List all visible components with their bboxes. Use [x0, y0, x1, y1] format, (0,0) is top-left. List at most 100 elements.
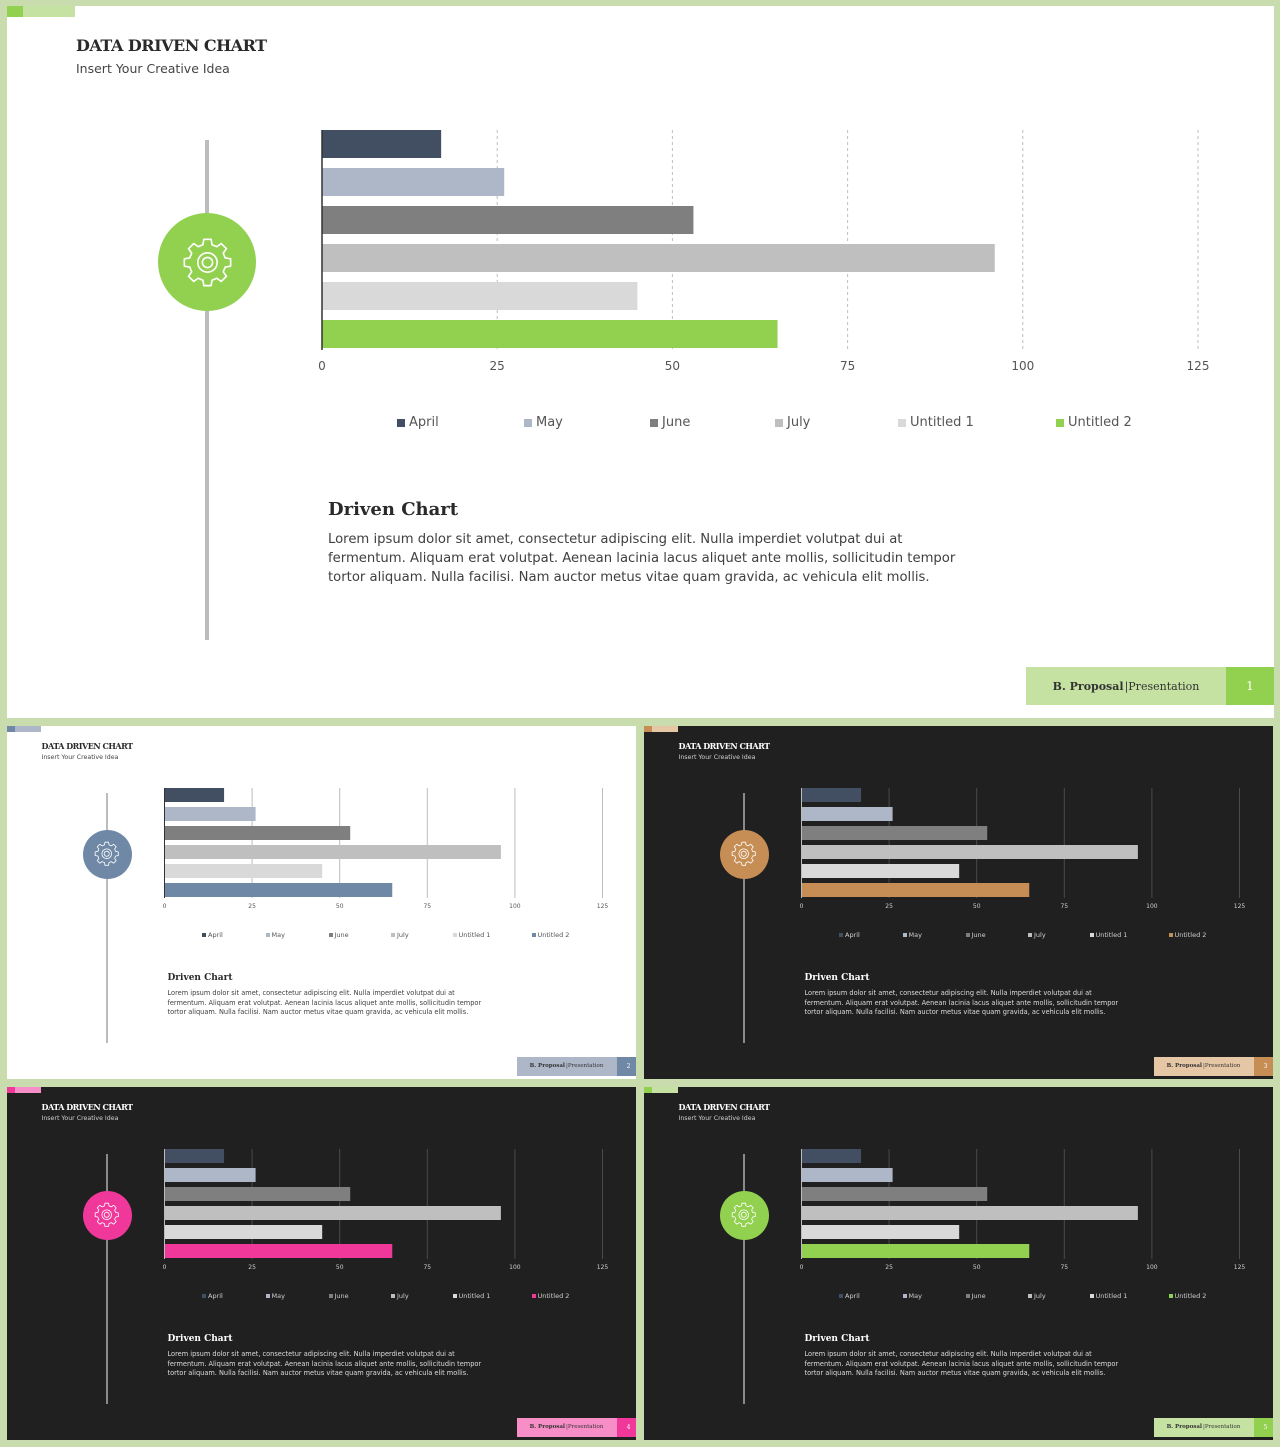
footer-badge: B. Proposal | Presentation 5 — [1153, 1417, 1273, 1437]
footer-separator: | — [1124, 679, 1129, 693]
legend-label: May — [271, 1291, 285, 1300]
slide-subtitle: Insert Your Creative Idea — [41, 753, 119, 761]
bar-untitled-2 — [801, 883, 1030, 897]
slide-5[interactable]: DATA DRIVEN CHART Insert Your Creative Id… — [644, 1087, 1273, 1440]
footer-label: B. Proposal | Presentation — [516, 1056, 617, 1076]
legend-item: Untitled 2 — [1056, 415, 1132, 430]
slide-4[interactable]: DATA DRIVEN CHART Insert Your Creative Id… — [7, 1087, 636, 1440]
legend-item: July — [775, 415, 810, 430]
footer-presentation: Presentation — [567, 1063, 604, 1069]
legend-label: July — [1034, 930, 1046, 939]
tick-label-75: 75 — [423, 1264, 431, 1271]
legend-swatch — [650, 418, 658, 427]
tick-label-75: 75 — [423, 903, 431, 910]
tick-label-100: 100 — [509, 1264, 521, 1271]
tick-label-50: 50 — [973, 903, 981, 910]
body-text-line: fermentum. Aliquam erat volutpat. Aenean… — [804, 1359, 1119, 1368]
legend-item: Untitled 2 — [1168, 930, 1207, 939]
legend-label: June — [334, 930, 349, 939]
bar-untitled-1 — [322, 282, 638, 310]
slide-2[interactable]: DATA DRIVEN CHART Insert Your Creative Id… — [7, 726, 636, 1079]
bar-may — [801, 1168, 893, 1182]
legend-item: July — [391, 931, 409, 939]
legend-item: Untitled 1 — [1089, 931, 1127, 939]
legend-item: June — [650, 415, 690, 430]
legend-item: May — [265, 1291, 285, 1300]
legend-swatch — [1056, 418, 1064, 427]
tick-label-25: 25 — [490, 359, 505, 373]
timeline-line — [743, 793, 745, 1043]
legend-label: April — [845, 1291, 860, 1300]
gear-icon — [94, 841, 119, 866]
body-text-line: tortor aliquam. Nulla facilisi. Nam auct… — [804, 1008, 1106, 1016]
bar-june — [164, 826, 351, 840]
bar-june — [322, 206, 694, 234]
legend-swatch — [965, 1293, 970, 1298]
bar-chart: 0 25 50 75 100 125 — [318, 130, 1209, 373]
body-text-line: fermentum. Aliquam erat volutpat. Aenean… — [804, 998, 1119, 1007]
page-number: 5 — [1253, 1417, 1273, 1437]
bar-april — [164, 1149, 225, 1163]
footer-badge: B. Proposal | Presentation 3 — [1153, 1056, 1273, 1076]
tick-label-75: 75 — [1060, 1264, 1068, 1271]
bar-untitled-1 — [164, 864, 323, 878]
tick-label-50: 50 — [336, 1264, 344, 1271]
bar-untitled-1 — [164, 1225, 323, 1239]
legend-item: April — [202, 1292, 223, 1300]
legend-swatch — [839, 1293, 843, 1298]
slide-title: DATA DRIVEN CHART — [678, 1102, 771, 1112]
slide-title: DATA DRIVEN CHART — [41, 1102, 134, 1112]
legend-item: Untitled 1 — [898, 415, 974, 430]
legend-label: July — [1034, 1291, 1046, 1300]
gear-badge — [719, 1190, 769, 1240]
footer-label: B. Proposal | Presentation — [1153, 1056, 1254, 1076]
footer-brand: B. Proposal — [1166, 1063, 1203, 1069]
legend-item: July — [1028, 1292, 1046, 1300]
bar-june — [801, 826, 988, 840]
legend-swatch — [898, 418, 906, 427]
tick-label-25: 25 — [248, 903, 256, 910]
slide-title: DATA DRIVEN CHART — [678, 741, 771, 751]
bar-may — [322, 168, 505, 196]
legend-label: June — [971, 930, 986, 939]
legend-item: Untitled 2 — [531, 931, 569, 939]
tick-label-0: 0 — [163, 1264, 167, 1271]
slide-title: DATA DRIVEN CHART — [41, 741, 134, 751]
timeline-line — [106, 1154, 108, 1404]
footer-label: B. Proposal | Presentation — [516, 1417, 617, 1437]
body-title: Driven Chart — [804, 972, 870, 983]
legend-item: May — [902, 1292, 922, 1300]
legend-label: Untitled 2 — [1174, 930, 1207, 939]
bar-july — [164, 845, 501, 859]
bar-april — [322, 130, 442, 158]
body-text-line: fermentum. Aliquam erat volutpat. Aenean… — [328, 551, 956, 566]
tick-label-50: 50 — [665, 359, 680, 373]
gear-badge — [82, 829, 132, 879]
slide-1[interactable]: DATA DRIVEN CHART Insert Your Creative Id… — [7, 6, 1274, 718]
legend-swatch — [1028, 1293, 1032, 1298]
bar-july — [801, 1206, 1138, 1220]
tick-label-100: 100 — [1146, 1264, 1158, 1271]
body-text-line: Lorem ipsum dolor sit amet, consectetur … — [804, 1350, 1092, 1358]
bar-chart: 0 25 50 75 100 125 — [163, 1149, 608, 1271]
bar-chart: 0 25 50 75 100 125 — [800, 1149, 1245, 1271]
legend-label: July — [397, 930, 409, 939]
slide-3[interactable]: DATA DRIVEN CHART Insert Your Creative Id… — [644, 726, 1273, 1079]
legend-swatch — [524, 418, 532, 427]
footer-badge: B. Proposal | Presentation 1 — [1026, 667, 1274, 705]
body-text-line: fermentum. Aliquam erat volutpat. Aenean… — [167, 998, 482, 1007]
legend-label: April — [845, 930, 860, 939]
body-text-line: Lorem ipsum dolor sit amet, consectetur … — [804, 989, 1092, 997]
footer-brand: B. Proposal — [1052, 679, 1124, 693]
tick-label-100: 100 — [1011, 359, 1034, 373]
legend-label: May — [536, 415, 563, 430]
legend-label: Untitled 2 — [1174, 1291, 1207, 1300]
footer-badge: B. Proposal | Presentation 2 — [516, 1056, 636, 1076]
tick-label-25: 25 — [885, 903, 893, 910]
tick-label-125: 125 — [597, 903, 609, 910]
legend-item: June — [328, 1292, 349, 1300]
legend-swatch — [839, 932, 843, 937]
legend-swatch — [265, 1293, 270, 1298]
bar-chart: 0 25 50 75 100 125 — [800, 788, 1245, 910]
slide-subtitle: Insert Your Creative Idea — [678, 1114, 756, 1122]
